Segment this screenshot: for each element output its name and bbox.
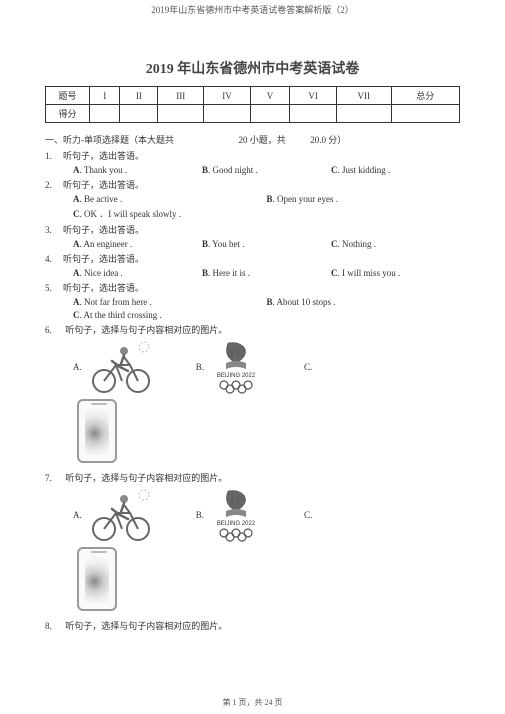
cell: IV <box>204 87 251 105</box>
section-text: 一、听力-单项选择题（本大题共 <box>45 135 174 145</box>
option: A. Be active . <box>73 194 267 204</box>
options-row: C. At the third crossing . <box>45 310 460 320</box>
opt-label: A. <box>73 362 82 372</box>
option: A. Nice idea . <box>73 268 202 278</box>
q-num: 7. <box>45 473 63 483</box>
section-text: 20 小题，共 <box>239 135 286 145</box>
options-row: A. Thank you .B. Good night .C. Just kid… <box>45 165 460 175</box>
image-options-row: A. B. BEIJING 2022 <box>45 487 460 543</box>
cell: 得分 <box>46 105 90 123</box>
cell <box>391 105 460 123</box>
svg-text:BEIJING 2022: BEIJING 2022 <box>217 521 256 527</box>
options-row: A. Nice idea .B. Here it is .C. I will m… <box>45 268 460 278</box>
phone-icon <box>77 547 117 611</box>
option: C. I will miss you . <box>331 268 460 278</box>
olympic-icon: BEIJING 2022 <box>208 339 264 395</box>
opt-label: C. <box>304 362 312 372</box>
q-num: 5. <box>45 283 63 293</box>
cell: II <box>120 87 158 105</box>
cyclist-icon <box>86 339 156 395</box>
options-row: A. An engineer .B. You bet .C. Nothing . <box>45 239 460 249</box>
question: 1.听句子，选出答语。 <box>45 149 460 162</box>
cell <box>158 105 204 123</box>
option: C. At the third crossing . <box>73 310 162 320</box>
cell <box>90 105 120 123</box>
cell: III <box>158 87 204 105</box>
question: 7. 听句子，选择与句子内容相对应的图片。 <box>45 471 460 484</box>
opt-label: B. <box>196 362 204 372</box>
option: B. Good night . <box>202 165 331 175</box>
cell: 题号 <box>46 87 90 105</box>
option-a: A. <box>73 339 156 395</box>
q-text: 听句子，选出答语。 <box>63 149 144 162</box>
image-options-row: A. B. BEIJING 2022 <box>45 339 460 395</box>
q-num: 3. <box>45 225 63 235</box>
section-text: 20.0 分） <box>310 135 346 145</box>
question: 8. 听句子，选择与句子内容相对应的图片。 <box>45 619 460 632</box>
opt-label: C. <box>304 510 312 520</box>
cell: V <box>250 87 289 105</box>
section-heading: 一、听力-单项选择题（本大题共 20 小题，共 20.0 分） <box>45 133 460 146</box>
q-text: 听句子，选择与句子内容相对应的图片。 <box>65 323 227 336</box>
option: B. Here it is . <box>202 268 331 278</box>
page-footer: 第 1 页，共 24 页 <box>0 697 505 708</box>
option: A. Thank you . <box>73 165 202 175</box>
question: 5.听句子，选出答语。 <box>45 281 460 294</box>
opt-label: B. <box>196 510 204 520</box>
table-row: 题号 I II III IV V VI VII 总分 <box>46 87 460 105</box>
q-text: 听句子，选出答语。 <box>63 252 144 265</box>
options-row: A. Be active .B. Open your eyes . <box>45 194 460 204</box>
phone-icon <box>77 399 117 463</box>
q-num: 2. <box>45 180 63 190</box>
opt-label: A. <box>73 510 82 520</box>
option: C. OK ．I will speak slowly . <box>73 207 181 220</box>
question: 3.听句子，选出答语。 <box>45 223 460 236</box>
options-row: A. Not far from here .B. About 10 stops … <box>45 297 460 307</box>
option-b: B. BEIJING 2022 <box>196 487 264 543</box>
olympic-icon: BEIJING 2022 <box>208 487 264 543</box>
svg-text:BEIJING 2022: BEIJING 2022 <box>217 373 256 379</box>
question: 2.听句子，选出答语。 <box>45 178 460 191</box>
q-num: 8. <box>45 621 63 631</box>
option-c: C. <box>304 362 316 372</box>
question: 6. 听句子，选择与句子内容相对应的图片。 <box>45 323 460 336</box>
option: C. Nothing . <box>331 239 460 249</box>
cell <box>204 105 251 123</box>
cell: VII <box>337 87 391 105</box>
option: B. About 10 stops . <box>267 297 461 307</box>
q-num: 1. <box>45 151 63 161</box>
option: B. You bet . <box>202 239 331 249</box>
q-text: 听句子，选择与句子内容相对应的图片。 <box>65 471 227 484</box>
cell: 总分 <box>391 87 460 105</box>
option: B. Open your eyes . <box>267 194 461 204</box>
option: A. An engineer . <box>73 239 202 249</box>
option-a: A. <box>73 487 156 543</box>
q-num: 6. <box>45 325 63 335</box>
option-b: B. BEIJING 2022 <box>196 339 264 395</box>
doc-title: 2019 年山东省德州市中考英语试卷 <box>45 58 460 78</box>
option-c: C. <box>304 510 316 520</box>
option: C. Just kidding . <box>331 165 460 175</box>
question: 4.听句子，选出答语。 <box>45 252 460 265</box>
option: A. Not far from here . <box>73 297 267 307</box>
q-text: 听句子，选出答语。 <box>63 223 144 236</box>
score-table: 题号 I II III IV V VI VII 总分 得分 <box>45 86 460 123</box>
cell <box>337 105 391 123</box>
q-text: 听句子，选出答语。 <box>63 281 144 294</box>
table-row: 得分 <box>46 105 460 123</box>
cell <box>120 105 158 123</box>
questions-block: 1.听句子，选出答语。A. Thank you .B. Good night .… <box>45 149 460 320</box>
cyclist-icon <box>86 487 156 543</box>
doc-header: 2019年山东省德州市中考英语试卷答案解析版（2） <box>45 3 460 16</box>
cell: VI <box>290 87 337 105</box>
q-num: 4. <box>45 254 63 264</box>
q-text: 听句子，选择与句子内容相对应的图片。 <box>65 619 227 632</box>
q-text: 听句子，选出答语。 <box>63 178 144 191</box>
cell: I <box>90 87 120 105</box>
options-row: C. OK ．I will speak slowly . <box>45 207 460 220</box>
cell <box>250 105 289 123</box>
cell <box>290 105 337 123</box>
